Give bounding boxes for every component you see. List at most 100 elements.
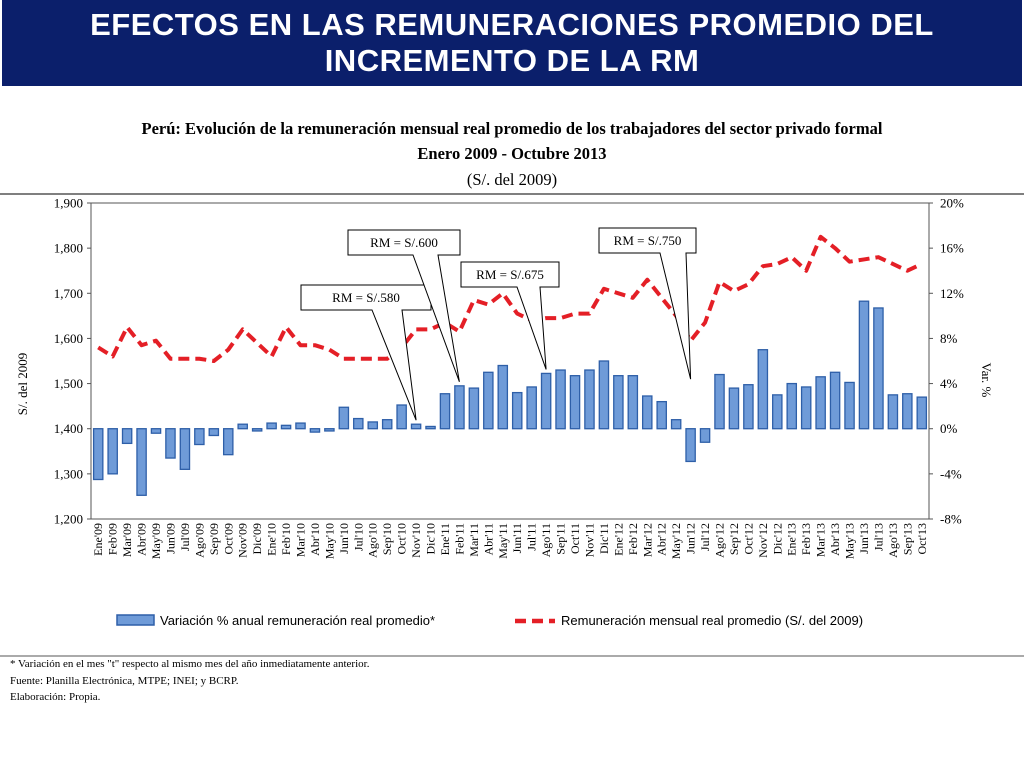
x-tick-label: Feb'10 bbox=[279, 523, 293, 555]
bar bbox=[121, 428, 133, 445]
bar bbox=[916, 396, 928, 430]
x-tick-label: Abr'13 bbox=[828, 523, 842, 556]
bar bbox=[699, 428, 711, 443]
right-tick-label: 0% bbox=[940, 421, 958, 436]
bar bbox=[757, 349, 769, 430]
line-series bbox=[97, 234, 923, 363]
legend: Variación % anual remuneración real prom… bbox=[116, 613, 863, 628]
x-tick-label: Abr'10 bbox=[308, 523, 322, 556]
annotation-callout bbox=[347, 229, 461, 382]
x-tick-label: Jun'12 bbox=[684, 523, 698, 554]
x-axis-labels: Ene'09 Feb'09 Mar'09 Abr'09 May'09 Jun'09 Jul'… bbox=[91, 523, 929, 559]
bar bbox=[483, 371, 494, 430]
x-tick-label: Ago'09 bbox=[192, 523, 206, 558]
x-tick-label: Sep'13 bbox=[900, 523, 914, 555]
x-tick-label: Ago'13 bbox=[886, 523, 900, 558]
x-tick-label: Ago'10 bbox=[366, 523, 380, 558]
bar bbox=[280, 424, 292, 430]
x-tick-label: Oct'12 bbox=[741, 523, 755, 555]
bar bbox=[800, 386, 812, 430]
bar bbox=[107, 428, 118, 475]
bar bbox=[656, 400, 667, 430]
bar bbox=[511, 391, 523, 430]
bar bbox=[396, 404, 407, 430]
bar bbox=[641, 395, 653, 430]
x-tick-label: Jun'11 bbox=[510, 523, 524, 553]
bar bbox=[468, 387, 480, 430]
x-tick-label: Jun'10 bbox=[337, 523, 351, 554]
x-tick-label: Ene'10 bbox=[265, 523, 279, 556]
x-tick-label: Mar'11 bbox=[467, 523, 481, 557]
right-tick-label: 20% bbox=[940, 196, 964, 211]
right-axis: -8% -4% 0% 4% 8% 12% 16% 20% bbox=[929, 196, 964, 527]
bar bbox=[150, 428, 162, 434]
x-tick-label: Oct'11 bbox=[568, 523, 582, 554]
annotation-callout bbox=[300, 284, 432, 421]
annotation-callout bbox=[598, 227, 697, 380]
x-tick-label: Jul'09 bbox=[178, 523, 192, 551]
x-tick-label: Feb'12 bbox=[626, 523, 640, 555]
x-tick-label: Abr'12 bbox=[655, 523, 669, 556]
x-tick-label: Sep'12 bbox=[727, 523, 741, 555]
x-tick-label: Ago'12 bbox=[713, 523, 727, 558]
bar bbox=[222, 428, 234, 456]
x-tick-label: Dic'12 bbox=[770, 523, 784, 555]
bar bbox=[873, 307, 884, 430]
x-tick-label: Oct'13 bbox=[915, 523, 929, 555]
x-tick-label: May'10 bbox=[322, 523, 336, 559]
x-tick-label: Feb'13 bbox=[799, 523, 813, 555]
annotation-label: RM = S/.750 bbox=[614, 233, 682, 248]
x-tick-label: Mar'12 bbox=[640, 523, 654, 557]
bar bbox=[598, 360, 610, 430]
bar bbox=[728, 387, 740, 430]
x-tick-label: Nov'09 bbox=[236, 523, 250, 558]
bar bbox=[208, 428, 220, 437]
x-tick-label: Dic'10 bbox=[424, 523, 438, 555]
x-tick-label: Oct'10 bbox=[395, 523, 409, 555]
bar bbox=[569, 375, 581, 430]
footnote-variation: * Variación en el mes "t" respecto al mi… bbox=[10, 658, 370, 670]
x-tick-label: Mar'13 bbox=[814, 523, 828, 557]
bar bbox=[179, 428, 191, 470]
annotations: RM = S/.580 RM = S/.600 RM = S/.675 RM = S/… bbox=[300, 227, 697, 421]
right-tick-label: 12% bbox=[940, 286, 964, 301]
x-tick-label: Sep'11 bbox=[554, 523, 568, 555]
legend-line-label: Remuneración mensual real promedio (S/. … bbox=[561, 613, 863, 628]
left-axis-title: S/. del 2009 bbox=[15, 353, 30, 415]
x-tick-label: May'11 bbox=[496, 523, 510, 559]
bar bbox=[92, 428, 104, 481]
left-tick-label: 1,700 bbox=[54, 286, 83, 301]
bar bbox=[194, 428, 205, 446]
legend-bar-label: Variación % anual remuneración real prom… bbox=[160, 613, 435, 628]
bar bbox=[237, 423, 248, 430]
x-tick-label: Mar'10 bbox=[294, 523, 308, 557]
bar bbox=[353, 417, 364, 430]
bar bbox=[627, 375, 639, 430]
x-tick-label: Abr'09 bbox=[135, 523, 149, 556]
chart-units: (S/. del 2009) bbox=[466, 170, 558, 189]
bar-series bbox=[92, 300, 928, 496]
footnote-source: Fuente: Planilla Electrónica, MTPE; INEI… bbox=[10, 674, 239, 687]
right-tick-label: -8% bbox=[940, 512, 962, 527]
bar bbox=[714, 373, 725, 430]
remuneration-line bbox=[97, 234, 923, 363]
bar bbox=[251, 428, 263, 432]
x-tick-label: Ene'12 bbox=[611, 523, 625, 556]
right-tick-label: -4% bbox=[940, 466, 962, 481]
bar bbox=[685, 428, 696, 463]
bar bbox=[454, 385, 465, 430]
x-tick-label: Ene'09 bbox=[91, 523, 105, 556]
x-tick-label: Jun'09 bbox=[163, 523, 177, 554]
bar bbox=[844, 381, 855, 430]
bar bbox=[786, 382, 798, 430]
x-tick-label: Ene'11 bbox=[438, 523, 452, 555]
x-tick-label: Jul'13 bbox=[871, 523, 885, 551]
bar bbox=[165, 428, 176, 459]
bar bbox=[584, 369, 595, 430]
x-tick-label: Feb'09 bbox=[106, 523, 120, 555]
x-tick-label: May'12 bbox=[669, 523, 683, 559]
bar bbox=[858, 300, 870, 430]
page-title: EFECTOS EN LAS REMUNERACIONES PROMEDIO D… bbox=[90, 7, 934, 78]
chart-title: Perú: Evolución de la remuneración mensu… bbox=[141, 119, 883, 138]
